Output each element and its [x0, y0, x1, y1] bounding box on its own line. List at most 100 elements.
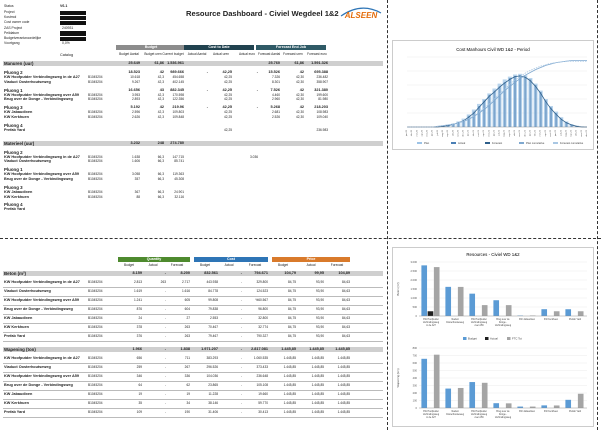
bar-budget [445, 287, 451, 316]
x-tick-label: Brug over de [496, 410, 510, 413]
group-total: 43 [142, 89, 164, 93]
bottom-group-header: Cost [194, 257, 268, 262]
row-value: 93,90 [300, 326, 324, 329]
row-value: 329.800 [244, 281, 268, 284]
item-value: 4.460 [258, 94, 280, 97]
item-value: 199.600 [306, 94, 328, 97]
bar-ftc-tot [554, 405, 560, 408]
y-tick-label: 2.500 [411, 269, 418, 273]
y-tick-label: 1.500 [411, 287, 418, 291]
row-name: Viaduct Oosterhoutseweg [4, 366, 51, 370]
row-name: KW Kerkhuen [4, 402, 29, 406]
item-value: 42,30 [282, 76, 304, 79]
bottom-subheader: Budget [118, 264, 140, 267]
x-tick-label: Verbindingsweg [495, 416, 512, 419]
x-tick-label: in de A27 [426, 324, 436, 327]
x-tick-label: Brug over de [496, 318, 510, 321]
legend-swatch [507, 337, 511, 340]
top-group-header: Cost to Date [184, 45, 254, 50]
row-code: B1045204 [88, 281, 103, 284]
row-code: B1045204 [88, 375, 103, 378]
item-value: 66,3 [142, 178, 164, 181]
item-value: 170.598 [162, 94, 184, 97]
item-value: 42,25 [210, 94, 232, 97]
bottom-group-header: Quantity [118, 257, 190, 262]
chart-title: Resources - Civiel WD 1&2 [466, 252, 520, 257]
x-tick-label: aug-22 [565, 129, 567, 137]
row-value: 64 [118, 384, 142, 387]
actual-bar [550, 107, 552, 127]
legend-label: Plan cumulative [526, 141, 545, 145]
x-tick-label: jun-21 [493, 129, 495, 137]
row-name: Brug over de Donge - Verbindingsweg [4, 384, 73, 388]
actual-bar [519, 75, 521, 127]
row-code: B1045204 [88, 299, 103, 302]
item-value: 109.803 [162, 111, 184, 114]
x-tick-label: Verbindingsweg [423, 413, 440, 416]
row-value: 70.467 [194, 326, 218, 329]
row-value: 1.445,85 [272, 375, 296, 378]
item-code: B1045204 [88, 81, 103, 84]
row-value: 1.445,85 [272, 366, 296, 369]
row-value: 1.445,85 [272, 393, 296, 396]
x-tick-label: feb-20 [411, 129, 413, 136]
row-value: 1.445,85 [272, 384, 296, 387]
top-subheader: Budget uren [142, 53, 164, 56]
row-value: 62 [166, 384, 190, 387]
item-name: Prefab Yard [4, 129, 25, 133]
x-tick-label: feb-21 [473, 129, 475, 136]
legend-swatch [485, 142, 490, 144]
row-value: 99.808 [194, 299, 218, 302]
row-value: 263 [166, 326, 190, 329]
item-value: 147.715 [162, 156, 184, 159]
row-code: B1045204 [88, 290, 103, 293]
group-total: - [186, 71, 208, 75]
item-code: B1045204 [88, 111, 103, 114]
row-value: - [142, 411, 166, 414]
chart-title: Cost Manhours Civil WD 1&2 - Period [456, 47, 530, 52]
x-tick-label: mrt-20 [415, 129, 418, 136]
section-total: 3.232 [118, 142, 140, 146]
y-tick-label: 2.000 [411, 278, 418, 282]
row-value: - [142, 299, 166, 302]
group-total: 882.345 [162, 89, 184, 93]
row-value: 443.938 [194, 281, 218, 284]
section-total: 794.671 [244, 272, 268, 276]
group-total: - [236, 89, 258, 93]
row-divider [3, 399, 383, 400]
item-value: 42,30 [282, 111, 304, 114]
item-value: 108.983 [306, 111, 328, 114]
x-tick-label: Donge - [499, 322, 507, 324]
meta-label: ZAS Project [4, 27, 22, 30]
x-tick-label: KW Jabaudixen [519, 319, 536, 321]
section-total: 104,89 [326, 272, 350, 276]
row-value: 336 [166, 375, 190, 378]
group-total: - [186, 89, 208, 93]
legend-swatch [485, 337, 489, 340]
x-tick-label: apr-20 [420, 129, 423, 136]
bar-budget [469, 294, 475, 316]
row-value: 19.660 [244, 393, 268, 396]
row-value: - [142, 366, 166, 369]
row-code: B1045204 [88, 335, 103, 338]
x-tick-label: aug-20 [442, 129, 444, 137]
row-value: 1.445,85 [326, 366, 350, 369]
row-value: 1.445,85 [300, 411, 324, 414]
x-tick-label: Viaduct [451, 410, 459, 413]
top-subheader: Forecast Aantal [258, 53, 280, 56]
item-value: 2.893 [118, 98, 140, 101]
item-code: B1045204 [88, 160, 103, 163]
item-value: 45.308 [162, 178, 184, 181]
x-tick-label: in de A27 [426, 416, 436, 419]
item-value: 236.482 [306, 76, 328, 79]
y-tick-label: 1.000 [411, 296, 418, 300]
x-tick-label: jun-22 [555, 129, 557, 137]
row-value: 35 [118, 402, 142, 405]
row-divider [3, 314, 383, 315]
row-value: - [218, 402, 242, 405]
group-total: 16.656 [118, 89, 140, 93]
catalog-label: Catalog [60, 54, 73, 58]
row-value: - [142, 326, 166, 329]
section-total: 1.445,85 [300, 348, 324, 352]
row-value: 267 [166, 366, 190, 369]
